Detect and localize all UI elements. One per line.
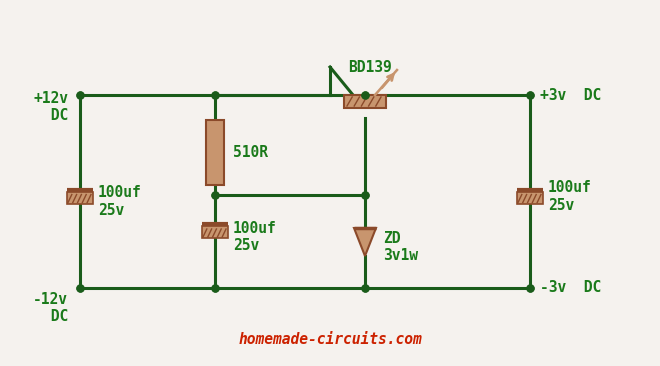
Bar bbox=[206, 120, 224, 185]
Text: homemade-circuits.com: homemade-circuits.com bbox=[238, 332, 422, 347]
Text: 100uf
25v: 100uf 25v bbox=[233, 221, 277, 253]
Text: -12v
 DC: -12v DC bbox=[33, 292, 68, 324]
Text: ZD
3v1w: ZD 3v1w bbox=[383, 231, 418, 263]
Bar bbox=[202, 226, 228, 238]
Text: -3v  DC: -3v DC bbox=[540, 280, 601, 295]
Text: +3v  DC: +3v DC bbox=[540, 87, 601, 102]
Bar bbox=[517, 191, 543, 203]
Bar bbox=[344, 95, 386, 108]
Bar bbox=[67, 191, 93, 203]
Text: 100uf
25v: 100uf 25v bbox=[548, 180, 592, 213]
Polygon shape bbox=[354, 228, 376, 256]
Text: +12v
 DC: +12v DC bbox=[33, 91, 68, 123]
Text: 100uf
25v: 100uf 25v bbox=[98, 185, 142, 218]
Text: 510R: 510R bbox=[233, 145, 268, 160]
Text: BD139: BD139 bbox=[348, 60, 392, 75]
